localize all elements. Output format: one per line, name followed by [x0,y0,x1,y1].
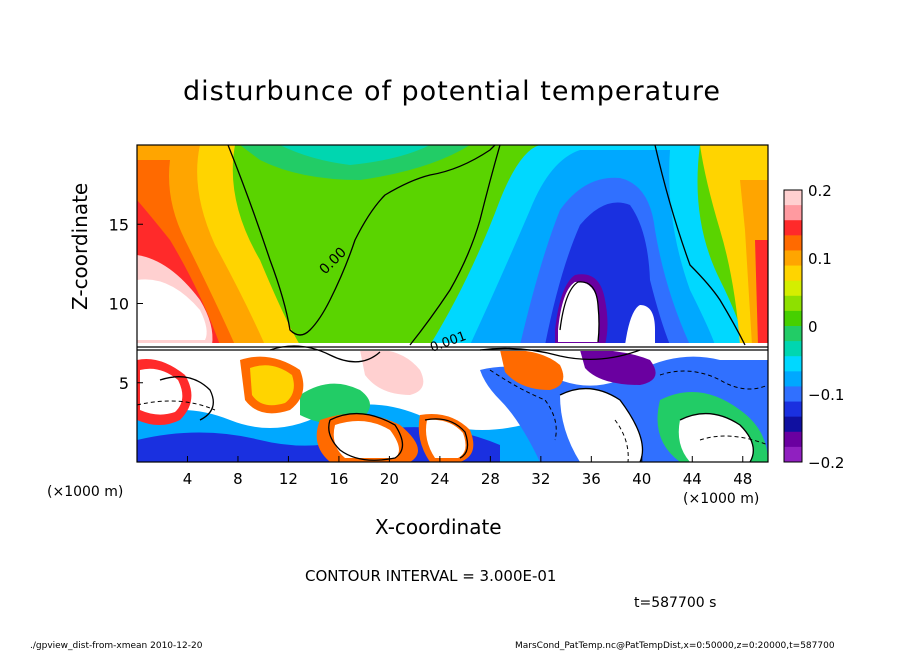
colorbar-tick-label: 0.2 [808,182,832,200]
colorbar-swatch [784,326,802,342]
y-axis: 5 10 15 [109,215,143,393]
colorbar-swatch [784,250,802,267]
colorbar-ticks: 0.2 0.1 0 −0.1 −0.2 [808,182,844,472]
colorbar-swatch [784,205,802,221]
colorbar-swatch [784,356,802,372]
colorbar-tick-label: 0 [808,318,818,336]
footer-right: MarsCond_PatTemp.nc@PatTempDist,x=0:5000… [515,641,835,651]
colorbar-tick-label: −0.2 [808,454,844,472]
y-axis-label: Z-coordinate [68,182,92,310]
colorbar-swatch [784,190,802,206]
colorbar-swatch [784,265,802,282]
contour-lines [137,145,768,462]
x-tick-label: 40 [632,470,651,488]
contour-interval-text: CONTOUR INTERVAL = 3.000E-01 [305,567,557,585]
y-tick-label: 5 [119,374,129,393]
x-tick-label: 4 [183,470,193,488]
x-tick-label: 44 [683,470,702,488]
heatmap-field [137,145,768,462]
colorbar-swatch [784,386,802,403]
x-tick-label: 32 [531,470,550,488]
x-tick-label: 8 [233,470,243,488]
colorbar-swatch [784,280,802,297]
colorbar-swatch [784,220,802,236]
x-tick-label: 24 [430,470,449,488]
x-tick-label: 16 [329,470,348,488]
colorbar-swatch [784,341,802,357]
x-tick-label: 20 [380,470,399,488]
colorbar [784,190,802,463]
x-axis-label: X-coordinate [375,515,502,539]
x-unit-left: (×1000 m) [47,484,124,500]
colorbar-tick-label: −0.1 [808,386,844,404]
x-tick-label: 28 [481,470,500,488]
colorbar-swatch [784,401,802,418]
colorbar-frame [783,189,803,463]
colorbar-swatch [784,446,802,463]
colorbar-swatch [784,416,802,433]
x-tick-label: 48 [733,470,752,488]
y-tick-label: 10 [109,295,129,314]
x-tick-label: 36 [582,470,601,488]
colorbar-swatch [784,295,802,312]
footer-left: ./gpview_dist-from-xmean 2010-12-20 [30,641,203,651]
colorbar-swatch [784,371,802,387]
x-tick-label: 12 [279,470,298,488]
time-label: t=587700 s [634,595,717,611]
x-axis: 4 8 12 16 20 24 28 32 36 40 44 48 [183,456,752,488]
x-unit-right: (×1000 m) [683,491,760,507]
colorbar-swatch [784,310,802,327]
chart-title: disturbunce of potential temperature [183,76,721,107]
colorbar-tick-label: 0.1 [808,250,832,268]
y-tick-label: 15 [109,215,129,234]
dashed-contours [137,369,768,462]
colorbar-swatch [784,431,802,448]
colorbar-swatch [784,235,802,251]
